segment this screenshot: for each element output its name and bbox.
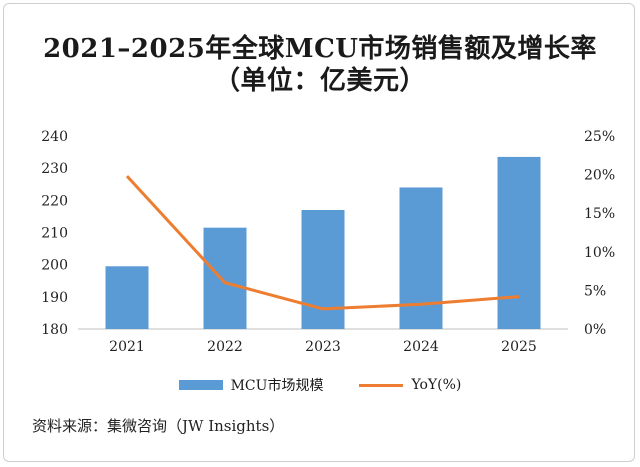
y-right-tick-label: 20% xyxy=(584,168,615,184)
source-note: 资料来源：集微咨询（JW Insights） xyxy=(32,417,285,435)
chart-frame xyxy=(3,3,635,462)
legend-label-bar: MCU市场规模 xyxy=(230,378,324,394)
y-right-tick-label: 25% xyxy=(584,129,615,145)
y-right-tick-label: 15% xyxy=(584,206,615,222)
legend-swatch-bar xyxy=(178,380,223,390)
x-tick-label: 2022 xyxy=(207,339,243,355)
bar xyxy=(105,266,149,329)
chart-subtitle: （单位：亿美元） xyxy=(213,66,426,96)
x-tick-label: 2023 xyxy=(305,339,341,355)
bar xyxy=(399,187,443,329)
x-tick-label: 2021 xyxy=(109,339,145,355)
legend-swatch-line xyxy=(359,383,404,387)
x-tick-label: 2025 xyxy=(501,339,537,355)
y-left-tick-label: 240 xyxy=(41,129,68,145)
y-left-tick-label: 200 xyxy=(41,258,68,274)
legend-item-line: YoY(%) xyxy=(359,377,461,393)
y-right-tick-label: 5% xyxy=(584,283,606,299)
y-left-tick-label: 220 xyxy=(41,193,68,209)
legend: MCU市场规模 YoY(%) xyxy=(0,375,640,395)
x-tick-label: 2024 xyxy=(403,339,439,355)
chart-title: 2021–2025年全球MCU市场销售额及增长率 xyxy=(43,34,597,64)
y-left-tick-label: 180 xyxy=(41,322,68,338)
y-right-tick-label: 0% xyxy=(584,322,606,338)
legend-item-bar: MCU市场规模 xyxy=(178,375,324,395)
bar xyxy=(497,156,541,329)
y-left-tick-label: 230 xyxy=(41,161,68,177)
bar xyxy=(203,227,247,329)
yoy-line xyxy=(125,175,520,311)
y-left-tick-label: 210 xyxy=(41,226,68,242)
y-right-tick-label: 10% xyxy=(584,245,615,261)
bar xyxy=(301,209,345,329)
legend-label-line: YoY(%) xyxy=(411,377,462,393)
y-left-tick-label: 190 xyxy=(41,290,68,306)
